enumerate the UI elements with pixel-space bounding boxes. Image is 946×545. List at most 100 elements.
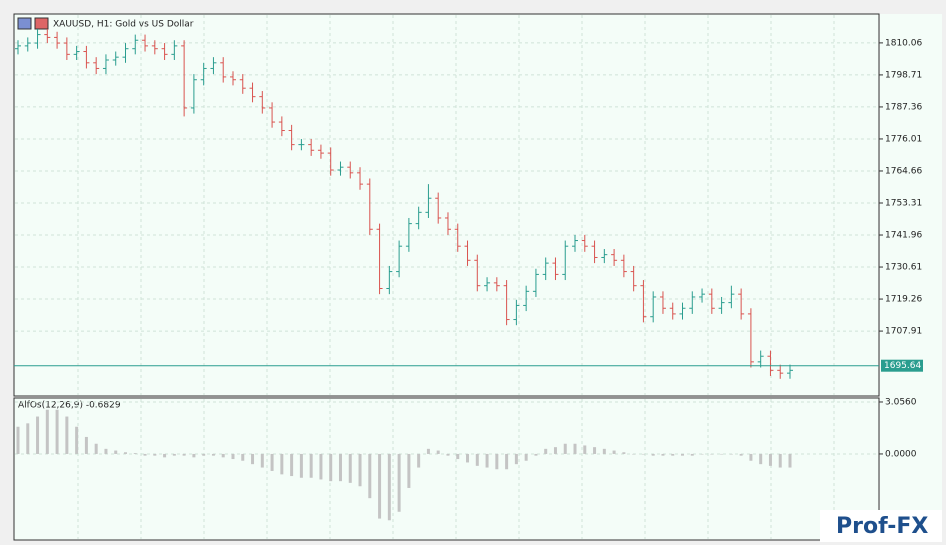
- histogram-bar: [16, 426, 20, 454]
- histogram-bar: [485, 453, 489, 468]
- histogram-bar: [378, 453, 382, 519]
- icon: [17, 17, 32, 30]
- histogram-bar: [456, 453, 460, 460]
- histogram-bar: [348, 453, 352, 483]
- histogram-bar: [221, 453, 225, 458]
- chart-title: XAUUSD, H1: Gold vs US Dollar: [53, 20, 194, 30]
- y-tick-label: 1787.36: [885, 102, 922, 112]
- histogram-bar: [163, 453, 167, 458]
- histogram-bar: [573, 443, 577, 454]
- histogram-bar: [622, 452, 626, 454]
- histogram-bar: [700, 453, 704, 455]
- histogram-bar: [602, 448, 606, 454]
- histogram-bar: [358, 453, 362, 487]
- histogram-bar: [749, 453, 753, 461]
- histogram-bar: [426, 448, 430, 454]
- last-price-box: [881, 359, 923, 372]
- y-tick-label: 1741.96: [885, 231, 922, 241]
- icon: [34, 17, 49, 30]
- histogram-bar: [251, 453, 255, 465]
- histogram-bar: [788, 453, 792, 468]
- histogram-bar: [36, 416, 40, 454]
- histogram-bar: [407, 453, 411, 488]
- histogram-bar: [651, 453, 655, 456]
- histogram-bar: [495, 453, 499, 470]
- histogram-bar: [671, 453, 675, 456]
- histogram-bar: [123, 452, 127, 454]
- histogram-bar: [475, 453, 479, 466]
- histogram-bar: [397, 453, 401, 512]
- histogram-bar: [55, 409, 59, 454]
- histogram-bar: [632, 453, 636, 455]
- histogram-bar: [309, 453, 313, 478]
- histogram-bar: [534, 453, 538, 456]
- indicator-title: AlfOs(12,26,9) -0.6829: [18, 401, 121, 411]
- histogram-bar: [387, 453, 391, 521]
- y-tick-label: 1719.26: [885, 295, 922, 305]
- histogram-bar: [514, 453, 518, 465]
- histogram-bar: [593, 447, 597, 454]
- histogram-bar: [104, 448, 108, 454]
- histogram-bar: [759, 453, 763, 465]
- histogram-bar: [641, 453, 645, 455]
- histogram-bar: [75, 426, 79, 454]
- histogram-bar: [739, 453, 743, 456]
- histogram-bar: [290, 453, 294, 477]
- histogram-bar: [778, 453, 782, 468]
- y-tick-label: 1776.01: [885, 134, 922, 144]
- histogram-bar: [612, 450, 616, 454]
- histogram-bar: [241, 453, 245, 461]
- histogram-bar: [583, 445, 587, 454]
- histogram-bar: [329, 453, 333, 482]
- price-scale: [880, 14, 942, 540]
- y-tick-label: 3.0560: [885, 397, 917, 407]
- histogram-bar: [202, 453, 206, 456]
- histogram-bar: [280, 453, 284, 475]
- histogram-bar: [45, 409, 49, 454]
- histogram-bar: [143, 453, 147, 456]
- histogram-bar: [466, 453, 470, 463]
- histogram-bar: [231, 453, 235, 460]
- histogram-bar: [319, 453, 323, 480]
- histogram-bar: [524, 453, 528, 461]
- histogram-bar: [661, 453, 665, 456]
- histogram-bar: [114, 450, 118, 454]
- price-panel: [13, 13, 880, 397]
- histogram-bar: [270, 453, 274, 471]
- histogram-bar: [192, 453, 196, 458]
- histogram-bar: [563, 443, 567, 454]
- watermark-bg: [820, 510, 942, 542]
- histogram-bar: [338, 453, 342, 482]
- histogram-bar: [65, 416, 69, 454]
- histogram-bar: [729, 453, 733, 455]
- y-tick-label: 1730.61: [885, 263, 922, 273]
- histogram-bar: [368, 453, 372, 499]
- histogram-bar: [26, 423, 30, 454]
- histogram-bar: [84, 436, 88, 454]
- histogram-bar: [260, 453, 264, 468]
- histogram-bar: [417, 453, 421, 468]
- histogram-bar: [133, 453, 137, 454]
- histogram-bar: [446, 453, 450, 456]
- histogram-bar: [710, 453, 714, 455]
- histogram-bar: [553, 447, 557, 454]
- histogram-bar: [172, 453, 176, 456]
- histogram-bar: [681, 453, 685, 456]
- histogram-bar: [94, 443, 98, 454]
- y-tick-label: 1707.91: [885, 327, 922, 337]
- histogram-bar: [544, 448, 548, 454]
- y-tick-label: 1753.31: [885, 198, 922, 208]
- histogram-bar: [505, 453, 509, 470]
- histogram-bar: [299, 453, 303, 478]
- histogram-bar: [211, 453, 215, 456]
- y-tick-label: 1798.71: [885, 70, 922, 80]
- watermark: Prof-FX: [836, 514, 928, 539]
- y-tick-label: 1810.06: [885, 38, 922, 48]
- oscillator-panel: [13, 397, 880, 541]
- histogram-bar: [436, 450, 440, 454]
- histogram-bar: [690, 453, 694, 456]
- histogram-bar: [182, 453, 186, 456]
- last-price-label: 1695.64: [884, 361, 921, 371]
- histogram-bar: [153, 453, 157, 456]
